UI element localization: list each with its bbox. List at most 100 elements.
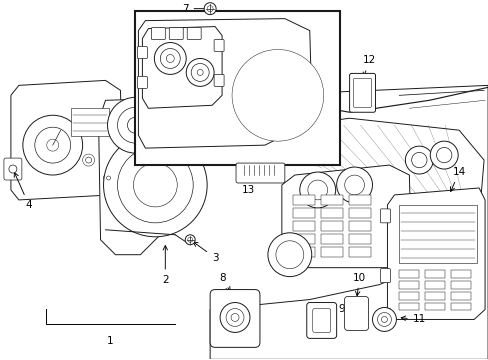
Circle shape: [203, 3, 216, 15]
Circle shape: [436, 148, 451, 163]
Bar: [348, 195, 370, 205]
Circle shape: [225, 309, 244, 327]
Bar: [320, 195, 342, 205]
Bar: [71, 108, 108, 136]
Circle shape: [85, 157, 91, 163]
Bar: [320, 247, 342, 257]
Bar: [450, 302, 470, 310]
Bar: [425, 280, 444, 289]
Circle shape: [381, 316, 386, 323]
Circle shape: [429, 141, 457, 169]
Circle shape: [299, 172, 335, 208]
Circle shape: [103, 173, 113, 183]
Bar: [399, 270, 419, 278]
Bar: [292, 221, 314, 231]
Bar: [399, 292, 419, 300]
FancyBboxPatch shape: [169, 28, 183, 40]
Polygon shape: [210, 85, 487, 359]
FancyBboxPatch shape: [137, 76, 147, 88]
Circle shape: [207, 6, 213, 12]
Polygon shape: [138, 19, 311, 148]
Circle shape: [187, 237, 192, 242]
Circle shape: [411, 152, 426, 168]
Circle shape: [344, 175, 364, 195]
FancyBboxPatch shape: [4, 158, 22, 180]
Circle shape: [154, 42, 186, 75]
Bar: [425, 302, 444, 310]
FancyBboxPatch shape: [353, 78, 371, 107]
Bar: [135, 11, 339, 165]
Text: 1: 1: [107, 336, 114, 346]
Bar: [292, 195, 314, 205]
Circle shape: [220, 302, 249, 332]
Text: 10: 10: [352, 273, 366, 296]
Text: 14: 14: [449, 167, 465, 192]
Bar: [399, 205, 476, 263]
Polygon shape: [11, 80, 122, 200]
Bar: [292, 247, 314, 257]
Bar: [450, 292, 470, 300]
Text: 2: 2: [162, 246, 168, 285]
Circle shape: [127, 117, 143, 133]
Circle shape: [35, 127, 71, 163]
Bar: [348, 234, 370, 244]
Text: 3: 3: [193, 242, 218, 263]
Circle shape: [160, 49, 180, 68]
FancyBboxPatch shape: [214, 40, 224, 51]
Text: 4: 4: [14, 172, 32, 210]
Circle shape: [372, 307, 396, 332]
Circle shape: [185, 235, 195, 245]
Circle shape: [236, 54, 319, 137]
FancyBboxPatch shape: [380, 309, 389, 323]
Circle shape: [377, 312, 390, 327]
Bar: [292, 234, 314, 244]
Circle shape: [275, 241, 303, 269]
Circle shape: [47, 139, 59, 151]
FancyBboxPatch shape: [380, 269, 389, 283]
FancyBboxPatch shape: [210, 289, 260, 347]
Circle shape: [336, 167, 372, 203]
Circle shape: [197, 69, 203, 75]
Bar: [348, 247, 370, 257]
Circle shape: [23, 115, 82, 175]
Bar: [450, 280, 470, 289]
FancyBboxPatch shape: [312, 309, 330, 332]
Circle shape: [230, 314, 239, 321]
Bar: [425, 292, 444, 300]
Circle shape: [133, 163, 177, 207]
Circle shape: [117, 107, 153, 143]
FancyBboxPatch shape: [236, 163, 285, 183]
Polygon shape: [99, 98, 200, 255]
Circle shape: [82, 154, 94, 166]
Text: 5: 5: [149, 78, 181, 90]
Bar: [399, 280, 419, 289]
Circle shape: [103, 133, 207, 237]
Text: 12: 12: [362, 55, 375, 77]
Circle shape: [405, 146, 432, 174]
Text: 9: 9: [325, 305, 344, 315]
Circle shape: [267, 233, 311, 276]
FancyBboxPatch shape: [214, 75, 224, 86]
FancyBboxPatch shape: [344, 297, 368, 330]
Bar: [320, 234, 342, 244]
FancyBboxPatch shape: [349, 73, 375, 112]
Text: 13: 13: [241, 172, 254, 195]
Circle shape: [262, 80, 293, 111]
Circle shape: [107, 97, 163, 153]
Bar: [348, 208, 370, 218]
Text: 8: 8: [218, 273, 230, 291]
FancyBboxPatch shape: [187, 28, 201, 40]
FancyBboxPatch shape: [137, 46, 147, 58]
Text: 11: 11: [400, 314, 425, 324]
Circle shape: [247, 66, 307, 125]
Circle shape: [232, 50, 323, 141]
Bar: [320, 221, 342, 231]
Text: 7: 7: [182, 4, 211, 14]
Circle shape: [166, 54, 174, 62]
FancyBboxPatch shape: [151, 28, 165, 40]
Circle shape: [307, 180, 327, 200]
Text: 6: 6: [222, 114, 244, 130]
Bar: [399, 302, 419, 310]
Circle shape: [9, 165, 17, 173]
Polygon shape: [386, 188, 484, 319]
